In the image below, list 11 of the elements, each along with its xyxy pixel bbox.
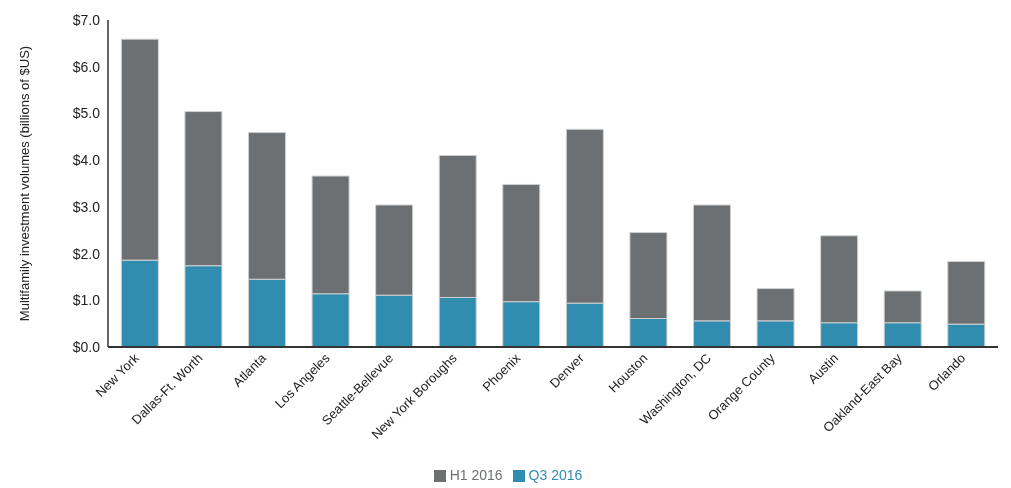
legend-label: Q3 2016 bbox=[528, 467, 583, 483]
y-tick-label: $6.0 bbox=[72, 58, 101, 75]
legend-label: H1 2016 bbox=[449, 467, 503, 483]
y-tick-label: $4.0 bbox=[72, 152, 101, 169]
y-tick-label: $1.0 bbox=[72, 292, 101, 309]
y-axis-title: Multifamily investment volumes (billions of $US) bbox=[16, 45, 32, 322]
y-tick-label: $7.0 bbox=[72, 11, 101, 28]
y-tick-label: $0.0 bbox=[72, 338, 101, 355]
y-tick-label: $3.0 bbox=[72, 198, 101, 215]
y-tick-label: $2.0 bbox=[72, 245, 101, 262]
y-tick-label: $5.0 bbox=[72, 105, 101, 122]
